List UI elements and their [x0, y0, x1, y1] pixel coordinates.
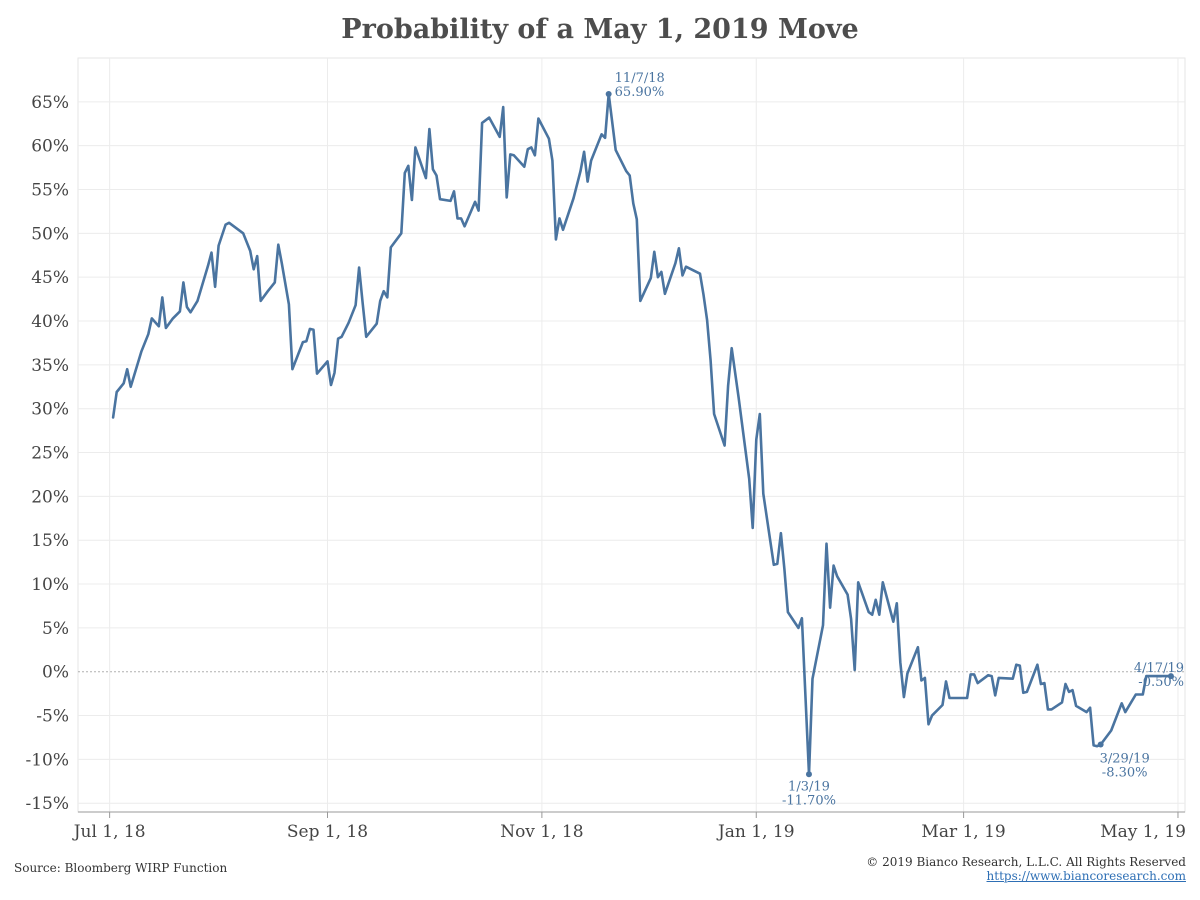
annotation-value-label: 65.90%	[615, 85, 665, 100]
y-tick-label: -5%	[36, 707, 69, 727]
website-link[interactable]: https://www.biancoresearch.com	[986, 869, 1186, 883]
y-tick-label: -15%	[25, 794, 69, 814]
y-tick-label: 20%	[31, 487, 69, 507]
annotation-value-label: -0.50%	[1138, 675, 1184, 690]
y-tick-label: 35%	[31, 356, 69, 376]
x-tick-label: Jul 1, 18	[72, 822, 146, 842]
annotation-marker	[1097, 741, 1104, 748]
y-tick-label: 40%	[31, 312, 69, 332]
y-tick-label: 0%	[42, 663, 69, 683]
copyright-text: © 2019 Bianco Research, L.L.C. All Right…	[866, 855, 1186, 869]
annotation-marker	[1167, 673, 1174, 680]
gridlines	[77, 57, 1186, 813]
y-tick-label: -10%	[25, 750, 69, 770]
series-layer	[111, 92, 1173, 776]
annotation-date-label: 1/3/19	[788, 779, 830, 794]
x-tick-label: Sep 1, 18	[287, 822, 368, 842]
y-tick-label: 10%	[31, 575, 69, 595]
y-tick-label: 5%	[42, 619, 69, 639]
y-tick-label: 15%	[31, 531, 69, 551]
y-tick-label: 65%	[31, 93, 69, 113]
copyright-block: © 2019 Bianco Research, L.L.C. All Right…	[866, 855, 1186, 883]
annotation-value-label: -8.30%	[1102, 765, 1148, 780]
y-tick-label: 50%	[31, 224, 69, 244]
annotation-date-label: 3/29/19	[1100, 751, 1150, 766]
y-tick-label: 60%	[31, 137, 69, 157]
y-tick-label: 30%	[31, 400, 69, 420]
axes: 65% 60% 55% 50% 45% 40% 35% 30% 25% 20% 15% 10% 5% 0%…	[25, 93, 1186, 842]
y-tick-label: 25%	[31, 444, 69, 464]
annotation-marker	[805, 771, 812, 778]
y-tick-label: 55%	[31, 181, 69, 201]
x-tick-label: Mar 1, 19	[921, 822, 1005, 842]
annotation-date-label: 11/7/18	[615, 71, 665, 86]
source-note: Source: Bloomberg WIRP Function	[14, 861, 228, 875]
x-tick-label: Nov 1, 18	[500, 822, 583, 842]
series-line	[111, 92, 1173, 776]
y-tick-label: 45%	[31, 268, 69, 288]
annotation-date-label: 4/17/19	[1134, 661, 1184, 676]
x-tick-label: Jan 1, 19	[716, 822, 795, 842]
x-tick-label: May 1, 19	[1100, 822, 1186, 842]
annotation-marker	[605, 90, 612, 97]
annotation-value-label: -11.70%	[782, 793, 836, 808]
chart-title: Probability of a May 1, 2019 Move	[341, 14, 859, 45]
plot-frame	[77, 57, 1186, 813]
